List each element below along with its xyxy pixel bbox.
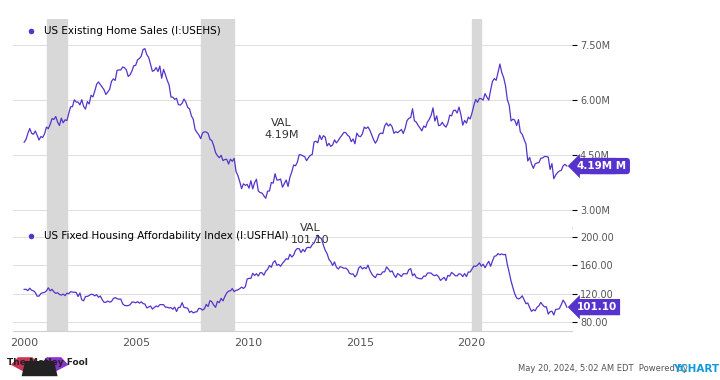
Legend: US Fixed Housing Affordability Index (I:USFHAI): US Fixed Housing Affordability Index (I:…: [18, 230, 291, 244]
Bar: [472, 224, 481, 331]
Text: VAL
4.19M: VAL 4.19M: [264, 117, 299, 140]
Text: YCHARTS: YCHARTS: [673, 364, 720, 374]
Bar: [201, 224, 235, 331]
Polygon shape: [40, 357, 68, 372]
Text: 101.10: 101.10: [577, 302, 617, 312]
Legend: US Existing Home Sales (I:USEHS): US Existing Home Sales (I:USEHS): [18, 24, 223, 38]
Bar: [472, 19, 481, 228]
Bar: [47, 224, 67, 331]
Bar: [47, 19, 67, 228]
Text: VAL
101.10: VAL 101.10: [292, 223, 330, 245]
Polygon shape: [11, 357, 40, 372]
Polygon shape: [22, 361, 58, 376]
Text: May 20, 2024, 5:02 AM EDT  Powered by: May 20, 2024, 5:02 AM EDT Powered by: [518, 364, 691, 373]
Text: The Motley Fool: The Motley Fool: [7, 358, 88, 367]
Bar: [201, 19, 235, 228]
Text: 4.19M: 4.19M: [577, 161, 613, 171]
Text: 4.19M: 4.19M: [575, 161, 627, 171]
